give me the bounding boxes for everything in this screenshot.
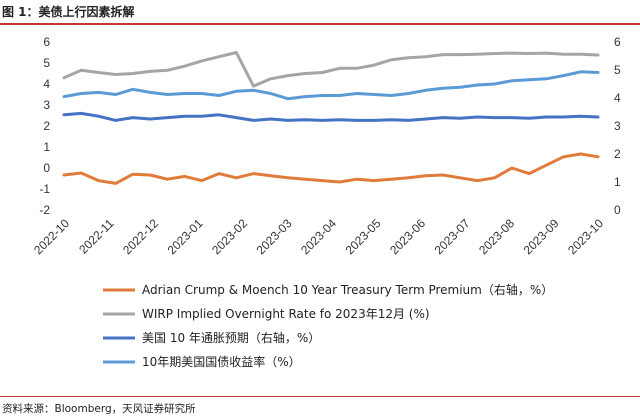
line-chart: -2 -1 0 1 2 3 4 5 6 0 1 2 3 4 5 6 2022-10 2022-11 2022-1… [31,35,621,369]
left-tick-label: 1 [43,140,50,154]
x-tick-label: 2023-05 [343,216,384,257]
x-tick-label: 2023-08 [476,216,517,257]
x-tick-label: 2022-10 [31,216,72,257]
x-tick-label: 2023-06 [387,216,428,257]
left-axis-ticks: -2 -1 0 1 2 3 4 5 6 [39,35,50,217]
legend-label-4: 10年期美国国债收益率（%） [142,354,301,369]
footer-divider [0,396,640,397]
series-lines [62,51,600,185]
title-divider [0,23,640,25]
left-tick-label: 3 [43,98,50,112]
right-tick-label: 2 [614,147,621,161]
series-line-4 [62,70,600,101]
left-tick-label: 0 [43,161,50,175]
left-tick-label: 6 [43,35,50,49]
left-tick-label: 5 [43,56,50,70]
right-tick-label: 5 [614,63,621,77]
legend-label-1: Adrian Crump & Moench 10 Year Treasury T… [142,282,553,297]
right-tick-label: 4 [614,91,621,105]
legend-label-2: WIRP Implied Overnight Rate fo 2023年12月 … [142,307,430,321]
right-axis-ticks: 0 1 2 3 4 5 6 [614,35,621,217]
right-tick-label: 6 [614,35,621,49]
figure-title: 图 1：美债上行因素拆解 [2,5,135,19]
right-tick-label: 1 [614,175,621,189]
series-line-2 [62,51,600,88]
right-tick-label: 3 [614,119,621,133]
legend-label-3: 美国 10 年通胀预期（右轴，%） [142,330,320,345]
right-tick-label: 0 [614,203,621,217]
x-tick-label: 2023-09 [521,216,562,257]
left-tick-label: -1 [39,182,50,196]
left-tick-label: 2 [43,119,50,133]
x-tick-label: 2022-12 [120,216,161,257]
series-line-3 [62,111,600,122]
source-note: 资料来源：Bloomberg，天风证券研究所 [2,403,196,415]
x-tick-label: 2022-11 [76,216,117,257]
legend: Adrian Crump & Moench 10 Year Treasury T… [103,282,553,369]
left-tick-label: 4 [43,77,50,91]
left-tick-label: -2 [39,203,50,217]
x-tick-label: 2023-02 [209,216,250,257]
x-tick-label: 2023-03 [254,216,295,257]
x-tick-label: 2023-04 [298,216,339,257]
series-line-1 [62,152,600,185]
x-axis-ticks: 2022-10 2022-11 2022-12 2023-01 2023-02 2023-… [31,216,606,257]
x-tick-label: 2023-10 [565,216,606,257]
x-tick-label: 2023-07 [432,216,473,257]
x-tick-label: 2023-01 [165,216,206,257]
